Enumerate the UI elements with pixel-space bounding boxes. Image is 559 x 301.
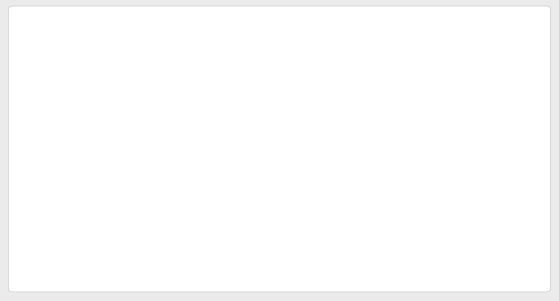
Text: Power supply card failed: Power supply card failed xyxy=(51,182,146,191)
Text: 09.15.21: 09.15.21 xyxy=(198,139,232,148)
Text: 10:20:00: 10:20:00 xyxy=(389,139,423,148)
Text: 09.18.21: 09.18.21 xyxy=(198,182,232,191)
Text: 17:15:00: 17:15:00 xyxy=(389,117,423,126)
Text: Server crashed: Server crashed xyxy=(70,96,127,104)
Text: Server crashed: Server crashed xyxy=(70,160,127,169)
Text: 09:05:00: 09:05:00 xyxy=(296,96,330,104)
Text: 08:10:00: 08:10:00 xyxy=(296,139,330,148)
Text: EVENT DATE: EVENT DATE xyxy=(194,76,236,81)
Text: 3.25 hrs: 3.25 hrs xyxy=(478,160,509,169)
Text: TIME START: TIME START xyxy=(292,76,334,81)
Text: 09:15:00: 09:15:00 xyxy=(389,96,423,104)
FancyBboxPatch shape xyxy=(436,196,537,239)
Text: 09.17.21: 09.17.21 xyxy=(198,160,232,169)
Text: 15:30:00: 15:30:00 xyxy=(389,160,423,169)
Text: TIME END: TIME END xyxy=(389,76,423,81)
Text: EVENT DESCRIPTION: EVENT DESCRIPTION xyxy=(63,76,135,81)
Text: TOTAL REPAIR TIME: TOTAL REPAIR TIME xyxy=(457,221,515,226)
Text: 7.84 hrs: 7.84 hrs xyxy=(462,206,510,216)
Text: Mean time to repair (MTTR) calculation in action: Mean time to repair (MTTR) calculation i… xyxy=(60,30,499,45)
Text: 1.56 hours: 1.56 hours xyxy=(285,220,332,229)
Text: 1.08 hrs: 1.08 hrs xyxy=(478,117,509,126)
Text: 2.17 hrs: 2.17 hrs xyxy=(478,139,509,148)
Text: Server memory card failed: Server memory card failed xyxy=(48,139,150,148)
Text: 16:10:00: 16:10:00 xyxy=(296,117,330,126)
Text: 09.14.21: 09.14.21 xyxy=(198,117,232,126)
Text: (total repair time) ÷ 5 (number of repair events) =: (total repair time) ÷ 5 (number of repai… xyxy=(113,220,316,229)
Text: REPAIR TIME: REPAIR TIME xyxy=(471,76,516,81)
Text: 11:30:00: 11:30:00 xyxy=(389,182,423,191)
Text: 7.84 hrs: 7.84 hrs xyxy=(106,220,142,229)
Text: Rounded-up MTTR: 1.6 hours: Rounded-up MTTR: 1.6 hours xyxy=(149,238,287,247)
Text: Server error light: Server error light xyxy=(66,117,131,126)
Text: ©2022 TECHTARGET ALL RIGHTS RESERVED: ©2022 TECHTARGET ALL RIGHTS RESERVED xyxy=(447,282,544,287)
Text: 09.14.21: 09.14.21 xyxy=(198,96,232,104)
Text: 10:20:00: 10:20:00 xyxy=(296,182,330,191)
Text: 0.17 hr: 0.17 hr xyxy=(480,96,507,104)
FancyBboxPatch shape xyxy=(28,202,408,268)
Text: SOURCE: TECHTARGET: SOURCE: TECHTARGET xyxy=(32,282,82,287)
Text: 1.17 hrs: 1.17 hrs xyxy=(478,182,509,191)
Text: TechTarget: TechTarget xyxy=(495,281,536,287)
Text: 12:15:00: 12:15:00 xyxy=(296,160,330,169)
